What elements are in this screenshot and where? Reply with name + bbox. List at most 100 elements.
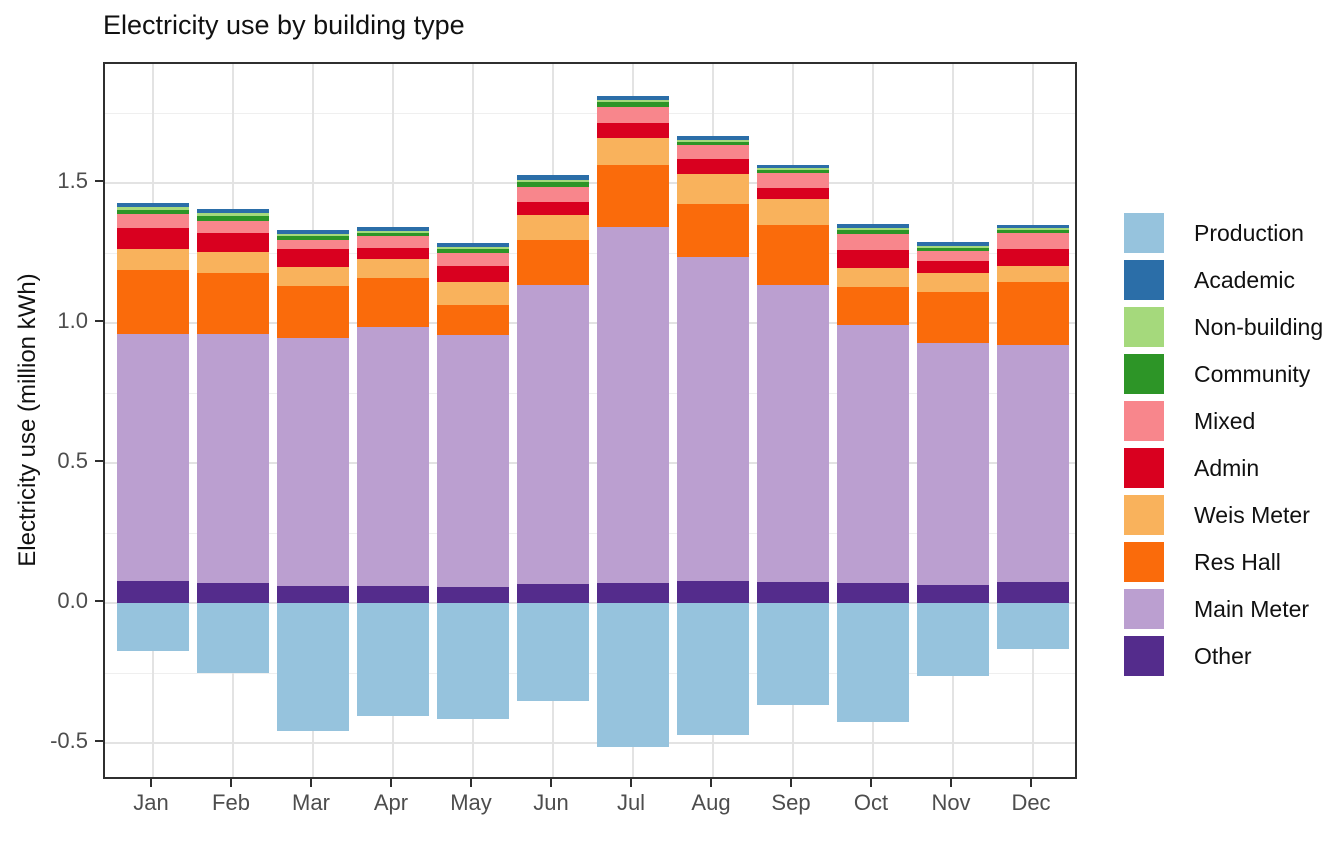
bar-segment-non-building <box>997 228 1069 230</box>
bar-segment-mixed <box>197 221 269 233</box>
bar-segment-community <box>997 229 1069 233</box>
x-tick-label: Jul <box>616 790 646 815</box>
bar-segment-main-meter <box>437 334 509 588</box>
legend: Production Academic Non-building Community M… <box>1124 213 1323 683</box>
bar-segment-academic <box>837 224 909 229</box>
x-tick-label: Feb <box>212 790 250 815</box>
bar-segment-res-hall <box>997 281 1069 345</box>
legend-label: Mixed <box>1194 407 1256 434</box>
bar-segment-mixed <box>357 236 429 248</box>
y-tick-label: 0.5 <box>57 448 88 473</box>
legend-item: Academic <box>1124 260 1323 300</box>
x-tick <box>710 779 712 787</box>
bar-segment-mixed <box>437 253 509 267</box>
bar-segment-production <box>277 603 349 731</box>
bar-segment-main-meter <box>357 327 429 587</box>
legend-item: Admin <box>1124 448 1323 488</box>
x-tick <box>790 779 792 787</box>
bar-segment-other <box>197 582 269 603</box>
bar-segment-main-meter <box>837 324 909 584</box>
x-tick-label: Sep <box>771 790 811 815</box>
bar-segment-production <box>997 603 1069 650</box>
bar-segment-community <box>357 232 429 237</box>
gridline-major-h <box>105 462 1075 464</box>
bar-segment-other <box>117 580 189 603</box>
bar-segment-community <box>837 229 909 234</box>
gridline-minor-h <box>105 252 1075 254</box>
x-tick <box>230 779 232 787</box>
bar-segment-production <box>917 603 989 677</box>
bar-segment-res-hall <box>917 292 989 343</box>
bar-segment-res-hall <box>437 305 509 335</box>
bar-segment-other <box>357 586 429 603</box>
gridline-major-h <box>105 742 1075 744</box>
bar-segment-mixed <box>837 233 909 250</box>
bar-segment-other <box>677 581 749 603</box>
y-tick-label: -0.5 <box>50 728 88 753</box>
bar-segment-production <box>517 603 589 701</box>
bar-segment-academic <box>517 175 589 180</box>
bar-segment-weis-meter <box>437 282 509 306</box>
bar-segment-non-building <box>837 228 909 230</box>
x-tick <box>390 779 392 787</box>
gridline-minor-h <box>105 392 1075 394</box>
bar-segment-weis-meter <box>677 174 749 204</box>
bar-segment-mixed <box>117 214 189 229</box>
legend-label: Community <box>1194 360 1311 387</box>
bar-segment-production <box>597 603 669 747</box>
bar-segment-weis-meter <box>837 267 909 287</box>
x-tick <box>150 779 152 787</box>
bar-segment-mixed <box>757 172 829 189</box>
gridline-major-h <box>105 322 1075 324</box>
bar-segment-production <box>437 603 509 719</box>
legend-item: Weis Meter <box>1124 495 1323 535</box>
bar-segment-production <box>757 603 829 706</box>
legend-item: Mixed <box>1124 401 1323 441</box>
bar-segment-weis-meter <box>917 273 989 293</box>
bar-segment-weis-meter <box>757 199 829 226</box>
x-tick-label: May <box>450 790 492 815</box>
legend-item: Main Meter <box>1124 589 1323 629</box>
legend-item: Community <box>1124 354 1323 394</box>
bar-segment-academic <box>117 202 189 208</box>
bar-segment-main-meter <box>917 342 989 585</box>
bar-segment-non-building <box>917 246 989 249</box>
legend-label: Res Hall <box>1194 548 1281 575</box>
bar-segment-mixed <box>517 187 589 202</box>
legend-label: Other <box>1194 642 1252 669</box>
bar-segment-mixed <box>917 251 989 261</box>
bar-segment-admin <box>757 188 829 200</box>
y-tick-label: 1.5 <box>57 168 88 193</box>
chart-title: Electricity use by building type <box>103 10 465 40</box>
bar-segment-weis-meter <box>277 266 349 286</box>
gridline-major-h <box>105 182 1075 184</box>
legend-key-swatch <box>1124 260 1164 300</box>
plot-panel <box>103 62 1077 779</box>
bar-segment-admin <box>117 228 189 250</box>
bar-segment-admin <box>277 248 349 267</box>
bar-segment-academic <box>997 224 1069 229</box>
x-tick <box>950 779 952 787</box>
bar-segment-production <box>357 603 429 717</box>
bar-segment-community <box>917 248 989 252</box>
bar-segment-other <box>277 586 349 603</box>
x-tick-label: Jun <box>533 790 569 815</box>
bar-segment-res-hall <box>197 273 269 335</box>
bar-segment-admin <box>837 249 909 268</box>
legend-key-swatch <box>1124 354 1164 394</box>
bar-segment-main-meter <box>597 227 669 584</box>
x-tick-label: Oct <box>853 790 889 815</box>
legend-key-swatch <box>1124 636 1164 676</box>
y-tick-label: 1.0 <box>57 308 88 333</box>
bar-segment-community <box>197 216 269 222</box>
y-axis-title: Electricity use (million kWh) <box>14 273 41 567</box>
bar-segment-admin <box>357 247 429 259</box>
bar-segment-other <box>837 583 909 603</box>
x-tick <box>870 779 872 787</box>
bar-segment-community <box>437 249 509 253</box>
bar-segment-non-building <box>597 100 669 102</box>
x-tick-label: Aug <box>691 790 731 815</box>
legend-label: Weis Meter <box>1194 501 1310 528</box>
legend-label: Academic <box>1194 266 1295 293</box>
y-tick <box>95 180 103 182</box>
